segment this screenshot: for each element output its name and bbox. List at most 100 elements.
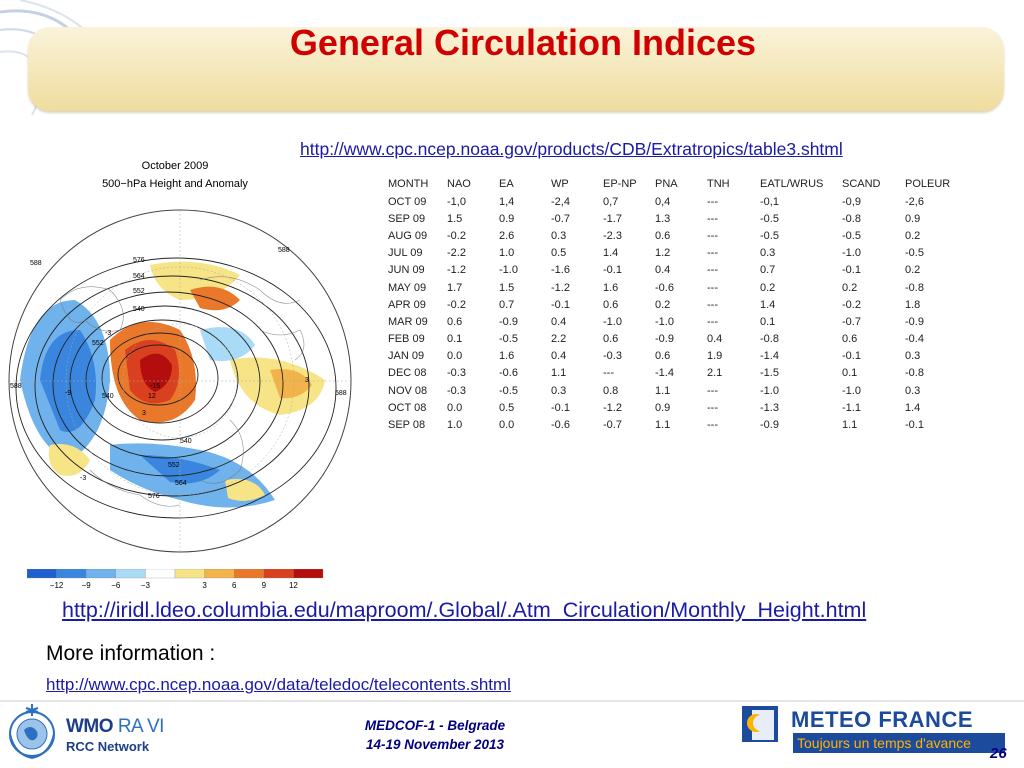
cell-tnh: --- (707, 212, 718, 225)
cell-scand: -1.1 (842, 401, 861, 414)
col-scand-header: SCAND (842, 178, 881, 190)
cell-scand: 0.6 (842, 333, 858, 346)
cell-pna: 0.6 (655, 350, 671, 363)
cell-eatlwrus: -0,1 (760, 195, 779, 208)
cell-poleur: -0.4 (905, 333, 924, 346)
cell-tnh: --- (707, 315, 718, 328)
cell-scand: -0.7 (842, 315, 861, 328)
contour-label: 588 (10, 383, 22, 390)
cell-wp: 1.1 (551, 367, 567, 380)
cell-tnh: --- (707, 281, 718, 294)
cell-month: FEB 09 (388, 333, 425, 346)
cell-nao: 0.0 (447, 350, 463, 363)
cell-ea: 2.6 (499, 229, 515, 242)
cell-eatlwrus: -0.5 (760, 229, 779, 242)
col-eatlwrus-header: EATL/WRUS (760, 178, 824, 190)
contour-label: 540 (180, 438, 192, 445)
cell-poleur: -0.5 (905, 247, 924, 260)
contour-label: 588 (335, 390, 347, 397)
cell-wp: -2,4 (551, 195, 570, 208)
contour-label: 576 (148, 493, 160, 500)
page-number: 26 (990, 745, 1007, 762)
cell-epnp: -0.7 (603, 419, 622, 432)
cell-wp: 0.3 (551, 384, 567, 397)
contour-label: 588 (278, 247, 290, 254)
cell-ea: 1.5 (499, 281, 515, 294)
map-title: October 2009 500−hPa Height and Anomaly (90, 157, 260, 193)
height-contours (15, 257, 337, 519)
table-source-link[interactable]: http://www.cpc.ncep.noaa.gov/products/CD… (300, 139, 843, 159)
colorbar-swatch (293, 569, 324, 579)
cell-month: MAY 09 (388, 281, 427, 294)
cell-pna: 1.1 (655, 384, 671, 397)
table-row: OCT 09 -1,0 1,4 -2,4 0,7 0,4 --- -0,1 -0,9 -2,6 (388, 193, 965, 210)
slide-title: General Circulation Indices (289, 22, 757, 63)
cell-scand: 0.2 (842, 281, 858, 294)
table-header-row: MONTH NAO EA WP EP-NP PNA TNH EATL/WRUS … (388, 175, 965, 193)
cell-epnp: -0.1 (603, 264, 622, 277)
contour-label: 3 (142, 410, 146, 417)
cell-ea: 1,4 (499, 195, 515, 208)
cell-poleur: 0.2 (905, 264, 921, 277)
cell-nao: -1,0 (447, 195, 466, 208)
cell-ea: 0.9 (499, 212, 515, 225)
cell-eatlwrus: -1.0 (760, 384, 779, 397)
cell-tnh: 2.1 (707, 367, 723, 380)
wmo-label: WMO (66, 716, 114, 737)
colorbar-swatch (263, 569, 294, 579)
coastlines (59, 276, 305, 507)
cell-month: OCT 09 (388, 195, 427, 208)
table-row: AUG 09 -0.2 2.6 0.3 -2.3 0.6 --- -0.5 -0.5 0.2 (388, 227, 965, 244)
colorbar-swatch (115, 569, 146, 579)
cell-month: OCT 08 (388, 401, 427, 414)
cell-ea: -0.5 (499, 333, 518, 346)
contour-label: -3 (105, 330, 111, 337)
cell-pna: 0.4 (655, 264, 671, 277)
contour-label: 540 (102, 393, 114, 400)
cell-month: DEC 08 (388, 367, 427, 380)
event-name: MEDCOF-1 - Belgrade (364, 718, 506, 733)
cell-wp: -0.6 (551, 419, 570, 432)
wmo-emblem-icon (9, 704, 55, 759)
cell-nao: 0.1 (447, 333, 463, 346)
cell-tnh: --- (707, 264, 718, 277)
cell-pna: -1.0 (655, 315, 674, 328)
cell-tnh: 1.9 (707, 350, 723, 363)
cell-tnh: 0.4 (707, 333, 723, 346)
cell-ea: -0.5 (499, 384, 518, 397)
colorbar-swatch (86, 569, 116, 579)
contour-label: 552 (92, 340, 104, 347)
cell-epnp: -2.3 (603, 229, 622, 242)
cell-ea: -0.9 (499, 315, 518, 328)
meteo-france-name: METEO FRANCE (791, 707, 973, 732)
cell-month: JUL 09 (388, 247, 423, 260)
colorbar-tick-label: −12 (50, 581, 64, 590)
cell-nao: 0.0 (447, 401, 463, 414)
cell-pna: 0.6 (655, 229, 671, 242)
table-row: JUL 09 -2.2 1.0 0.5 1.4 1.2 --- 0.3 -1.0 -0.5 (388, 245, 965, 262)
cell-month: MAR 09 (388, 315, 428, 328)
cell-wp: 0.4 (551, 350, 567, 363)
colorbar-tick-label: −6 (111, 581, 121, 590)
height-anomaly-map: 588 588 588 588 576 564 552 540 540 540 … (8, 209, 352, 553)
cell-pna: 0.9 (655, 401, 671, 414)
table-row: JUN 09 -1.2 -1.0 -1.6 -0.1 0.4 --- 0.7 -0.1 0.2 (388, 262, 965, 279)
cell-wp: -0.1 (551, 401, 570, 414)
cell-poleur: 0.3 (905, 350, 921, 363)
cell-poleur: 0.3 (905, 384, 921, 397)
cell-month: APR 09 (388, 298, 426, 311)
cell-tnh: --- (707, 419, 718, 432)
rcc-network-label: RCC Network (66, 739, 150, 754)
contour-label: 576 (133, 257, 145, 264)
cell-tnh: --- (707, 229, 718, 242)
cell-month: JAN 09 (388, 350, 425, 363)
map-title-month: October 2009 (141, 160, 209, 172)
colorbar-tick-label: 3 (202, 581, 207, 590)
col-pna-header: PNA (655, 178, 678, 190)
cell-ea: 1.6 (499, 350, 515, 363)
teleconnection-info-link[interactable]: http://www.cpc.ncep.noaa.gov/data/teledo… (46, 675, 511, 694)
cell-epnp: -1.2 (603, 401, 622, 414)
map-source-link[interactable]: http://iridl.ldeo.columbia.edu/maproom/.… (62, 598, 867, 622)
wmo-rcc-logo-text: WMO RA VI RCC Network (66, 716, 164, 754)
cell-ea: 0.7 (499, 298, 515, 311)
